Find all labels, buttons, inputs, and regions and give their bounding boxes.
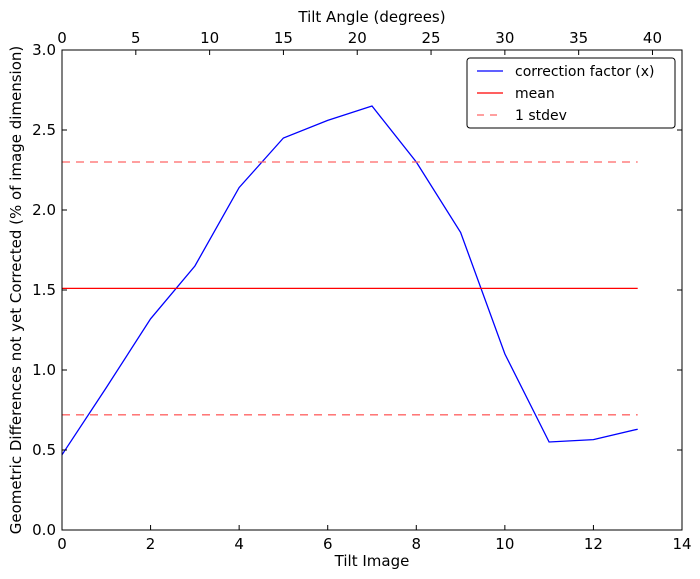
top-x-tick-label: 5 <box>131 29 141 47</box>
series-layer <box>61 105 638 456</box>
top-x-tick-label: 30 <box>495 29 514 47</box>
legend-label-2: 1 stdev <box>515 108 567 124</box>
x-tick-label: 0 <box>57 535 67 553</box>
top-x-tick-label: 40 <box>643 29 662 47</box>
y-tick-label: 2.0 <box>32 201 56 219</box>
series-line-0 <box>61 105 638 456</box>
top-x-tick-label: 15 <box>274 29 293 47</box>
x-tick-label: 2 <box>146 535 156 553</box>
y-tick-label: 0.0 <box>32 521 56 539</box>
y-axis-title: Geometric Differences not yet Corrected … <box>7 46 25 535</box>
top-x-tick-label: 20 <box>348 29 367 47</box>
x-tick-label: 6 <box>323 535 333 553</box>
top-x-tick-label: 25 <box>422 29 441 47</box>
y-tick-label: 1.0 <box>32 361 56 379</box>
top-axis-title: Tilt Angle (degrees) <box>297 8 445 26</box>
x-tick-label: 4 <box>234 535 244 553</box>
legend-box <box>466 57 676 129</box>
top-x-tick-label: 10 <box>200 29 219 47</box>
legend-label-1: mean <box>515 86 555 102</box>
y-tick-label: 2.5 <box>32 121 56 139</box>
legend-label-0: correction factor (x) <box>515 64 654 80</box>
ticks-layer: 0 2 4 6 8 10 12 140.00.51.01.52.02.53.00 5 10 15 20… <box>32 29 691 553</box>
x-axis-title: Tilt Image <box>334 552 410 570</box>
y-tick-label: 0.5 <box>32 441 56 459</box>
top-x-tick-label: 0 <box>57 29 67 47</box>
y-tick-label: 3.0 <box>32 41 56 59</box>
x-tick-label: 8 <box>412 535 422 553</box>
y-tick-label: 1.5 <box>32 281 56 299</box>
top-x-tick-label: 35 <box>569 29 588 47</box>
x-tick-label: 10 <box>495 535 514 553</box>
x-tick-label: 12 <box>584 535 603 553</box>
x-tick-label: 14 <box>672 535 691 553</box>
legend: correction factor (x) mean 1 stdev <box>466 57 676 129</box>
